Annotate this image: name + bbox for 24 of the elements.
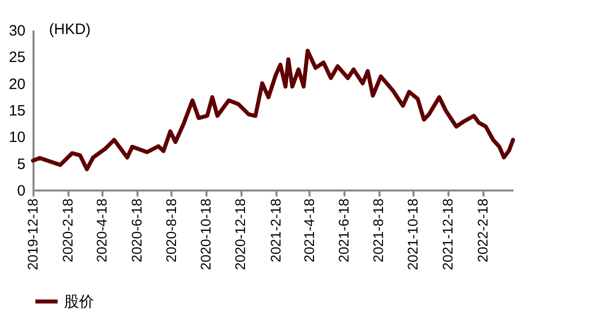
y-tick-label: 15 — [8, 102, 26, 120]
x-tick-label: 2020-4-18 — [94, 198, 110, 262]
x-tick-label: 2021-10-18 — [404, 198, 421, 270]
x-tick-label: 2021-4-18 — [300, 198, 317, 262]
y-tick-label: 5 — [17, 156, 26, 173]
legend-label: 股价 — [64, 294, 94, 310]
x-tick-label: 2021-8-18 — [370, 198, 386, 262]
x-tick-label: 2021-12-18 — [439, 198, 456, 270]
y-tick-label: 0 — [17, 182, 26, 200]
y-tick-label: 10 — [8, 129, 26, 146]
line-series — [31, 48, 515, 172]
x-tick-label: 2020-8-18 — [162, 198, 179, 262]
x-tick-label: 2021-6-18 — [335, 198, 352, 262]
y-tick-label: 30 — [8, 22, 26, 40]
x-tick-label: 2020-6-18 — [128, 198, 144, 262]
x-tick-label: 2020-12-18 — [232, 198, 248, 270]
x-tick-label: 2022-2-18 — [474, 198, 490, 262]
y-tick-label: 25 — [8, 49, 26, 66]
x-tick-label: 2020-2-18 — [60, 198, 76, 262]
x-tick-label: 2020-10-18 — [198, 198, 214, 270]
y-tick-label: 20 — [8, 76, 26, 93]
x-tick-label: 2021-2-18 — [267, 198, 284, 262]
x-tick-label: 2019-12-18 — [24, 198, 40, 270]
y-axis-title: (HKD) — [49, 21, 91, 38]
